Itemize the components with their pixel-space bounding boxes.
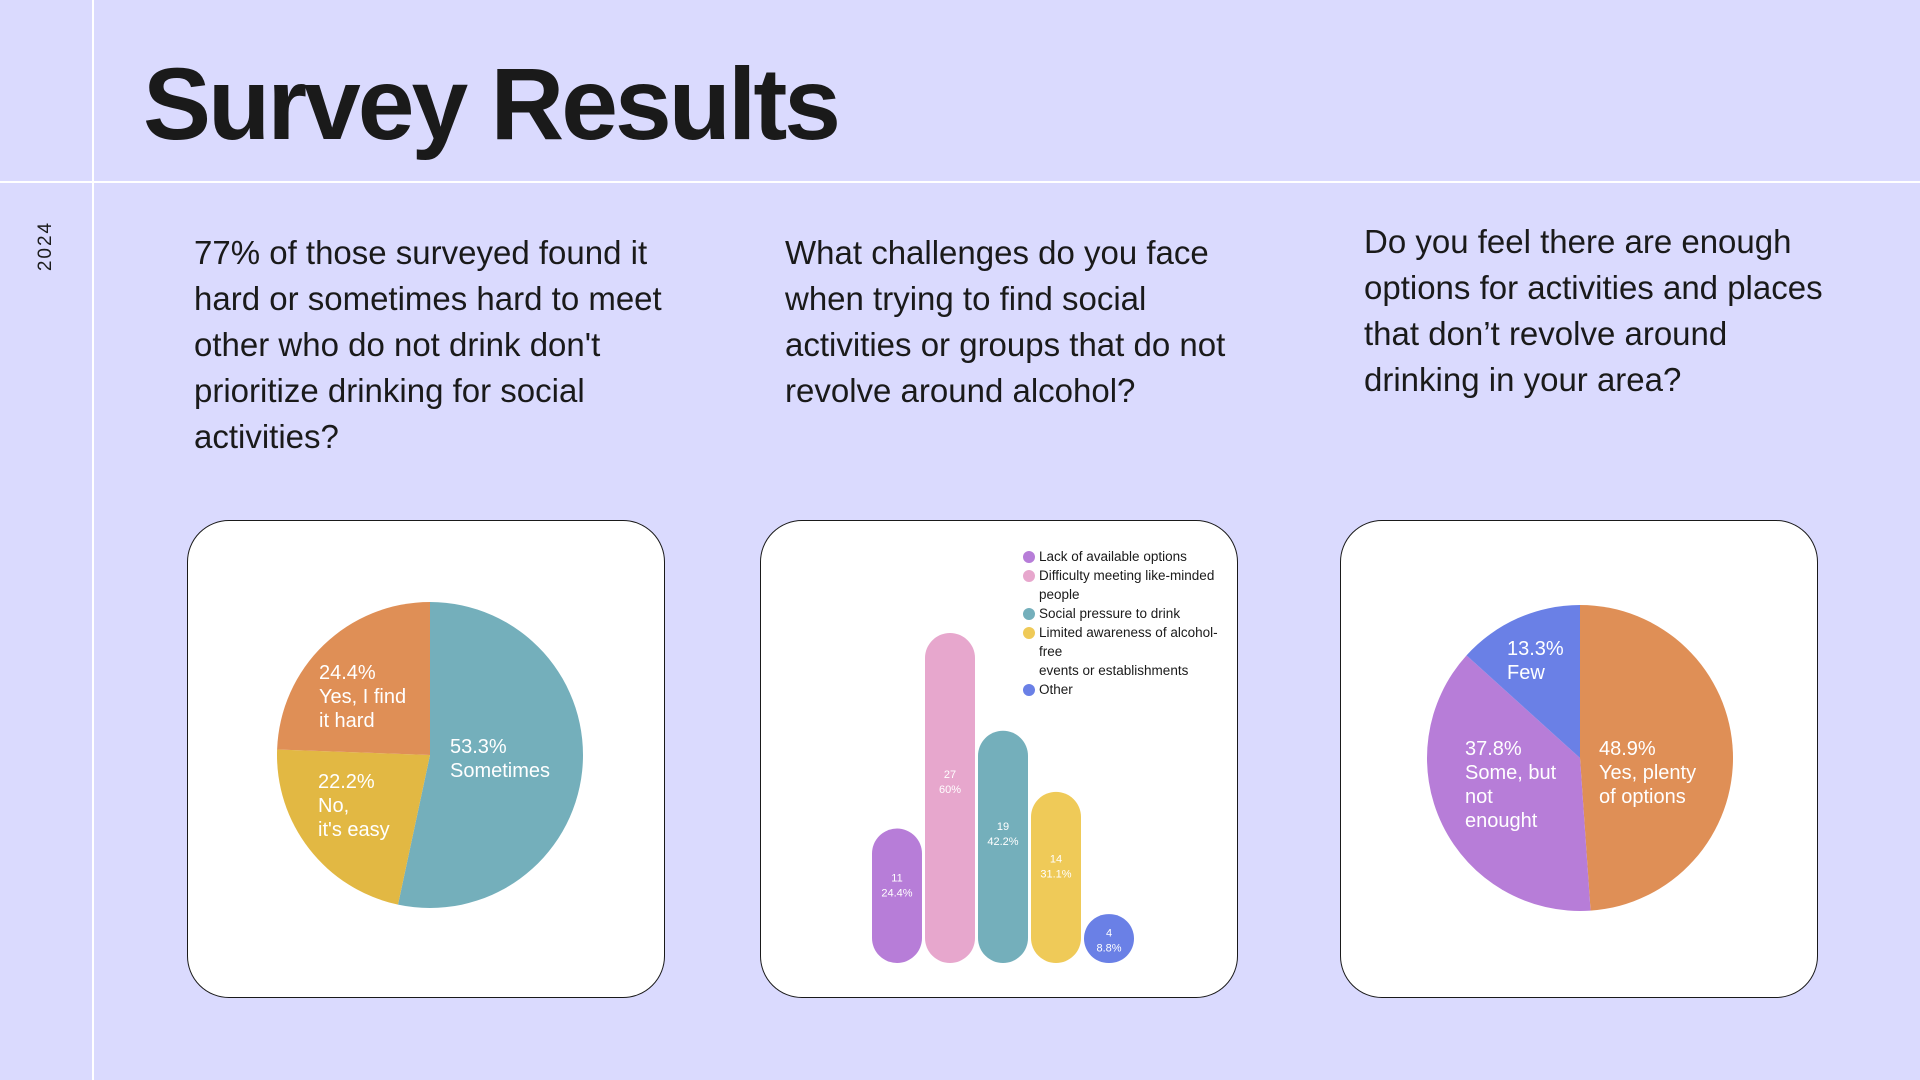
question-2: What challenges do you face when trying …: [785, 234, 1226, 409]
pie-slice-label: 53.3% Sometimes: [450, 736, 550, 782]
bar-data-label: 11 24.4%: [881, 873, 912, 900]
bar: [978, 730, 1028, 963]
pie-chart-difficulty: 53.3% Sometimes 22.2% No, it's easy 24.4% Yes,…: [277, 602, 584, 908]
legend-label: free: [1039, 644, 1063, 659]
bar: [872, 828, 922, 963]
legend-item: Social pressure to drink: [1023, 604, 1233, 623]
legend-swatch: [1023, 627, 1035, 639]
question-3: Do you feel there are enough options for…: [1364, 223, 1823, 398]
legend-label: events or establishments: [1039, 663, 1189, 678]
question-1: 77% of those surveyed found it hard or s…: [194, 234, 662, 455]
bar-data-label: 4 8.8%: [1096, 928, 1121, 955]
pie-chart-options: 48.9% Yes, plenty of options 37.8% Some, but…: [1427, 605, 1733, 911]
legend-item: Difficulty meeting like-minded people: [1023, 566, 1233, 604]
pie-slice-label: 48.9% Yes, plenty of options: [1599, 738, 1696, 808]
pie-slice: [1427, 655, 1591, 911]
pie-slice-label: 22.2% No, it's easy: [318, 771, 390, 841]
chart-legend: Lack of available options Difficulty meet…: [1023, 547, 1233, 699]
bar-data-label: 27 60%: [939, 769, 961, 796]
pie-slice-label: 37.8% Some, but not enought: [1465, 738, 1557, 832]
chart-card-difficulty: 53.3% Sometimes 22.2% No, it's easy 24.4% Yes,…: [187, 520, 665, 998]
bar-data-label: 19 42.2%: [987, 821, 1018, 848]
legend-label: Social pressure to drink: [1039, 606, 1181, 621]
bar: [1084, 914, 1134, 963]
bar: [1031, 791, 1081, 963]
legend-label: Lack of available options: [1039, 549, 1187, 564]
bar-chart-challenges: 11 24.4% 27 60% 19 42.2% 14 31.1% 4 8.8%: [872, 633, 1134, 963]
pie-slice: [1580, 605, 1733, 911]
pie-slice-label: 24.4% Yes, I find it hard: [319, 662, 406, 732]
legend-item: Limited awareness of alcohol-free events …: [1023, 623, 1233, 680]
legend-swatch: [1023, 684, 1035, 696]
legend-item: Other: [1023, 680, 1233, 699]
pie-slice: [277, 749, 430, 905]
legend-swatch: [1023, 551, 1035, 563]
page-title: Survey Results: [143, 47, 841, 161]
pie-slice: [1466, 605, 1580, 758]
legend-swatch: [1023, 608, 1035, 620]
legend-label: Limited awareness of alcohol-: [1039, 625, 1218, 640]
pie-slice-label: 13.3% Few: [1507, 638, 1564, 684]
legend-label: Other: [1039, 682, 1073, 697]
pie-slice: [398, 602, 584, 908]
chart-card-challenges: 11 24.4% 27 60% 19 42.2% 14 31.1% 4 8.8% Lack of …: [760, 520, 1238, 998]
bar: [925, 633, 975, 963]
chart-card-options: 48.9% Yes, plenty of options 37.8% Some, but…: [1340, 520, 1818, 998]
year-label: 2024: [35, 220, 56, 272]
horizontal-divider: [0, 181, 1920, 183]
legend-swatch: [1023, 570, 1035, 582]
legend-item: Lack of available options: [1023, 547, 1233, 566]
legend-label: Difficulty meeting like-minded: [1039, 568, 1215, 583]
legend-label: people: [1039, 587, 1080, 602]
vertical-divider: [92, 0, 94, 1080]
bar-data-label: 14 31.1%: [1040, 853, 1071, 880]
pie-slice: [277, 602, 430, 755]
